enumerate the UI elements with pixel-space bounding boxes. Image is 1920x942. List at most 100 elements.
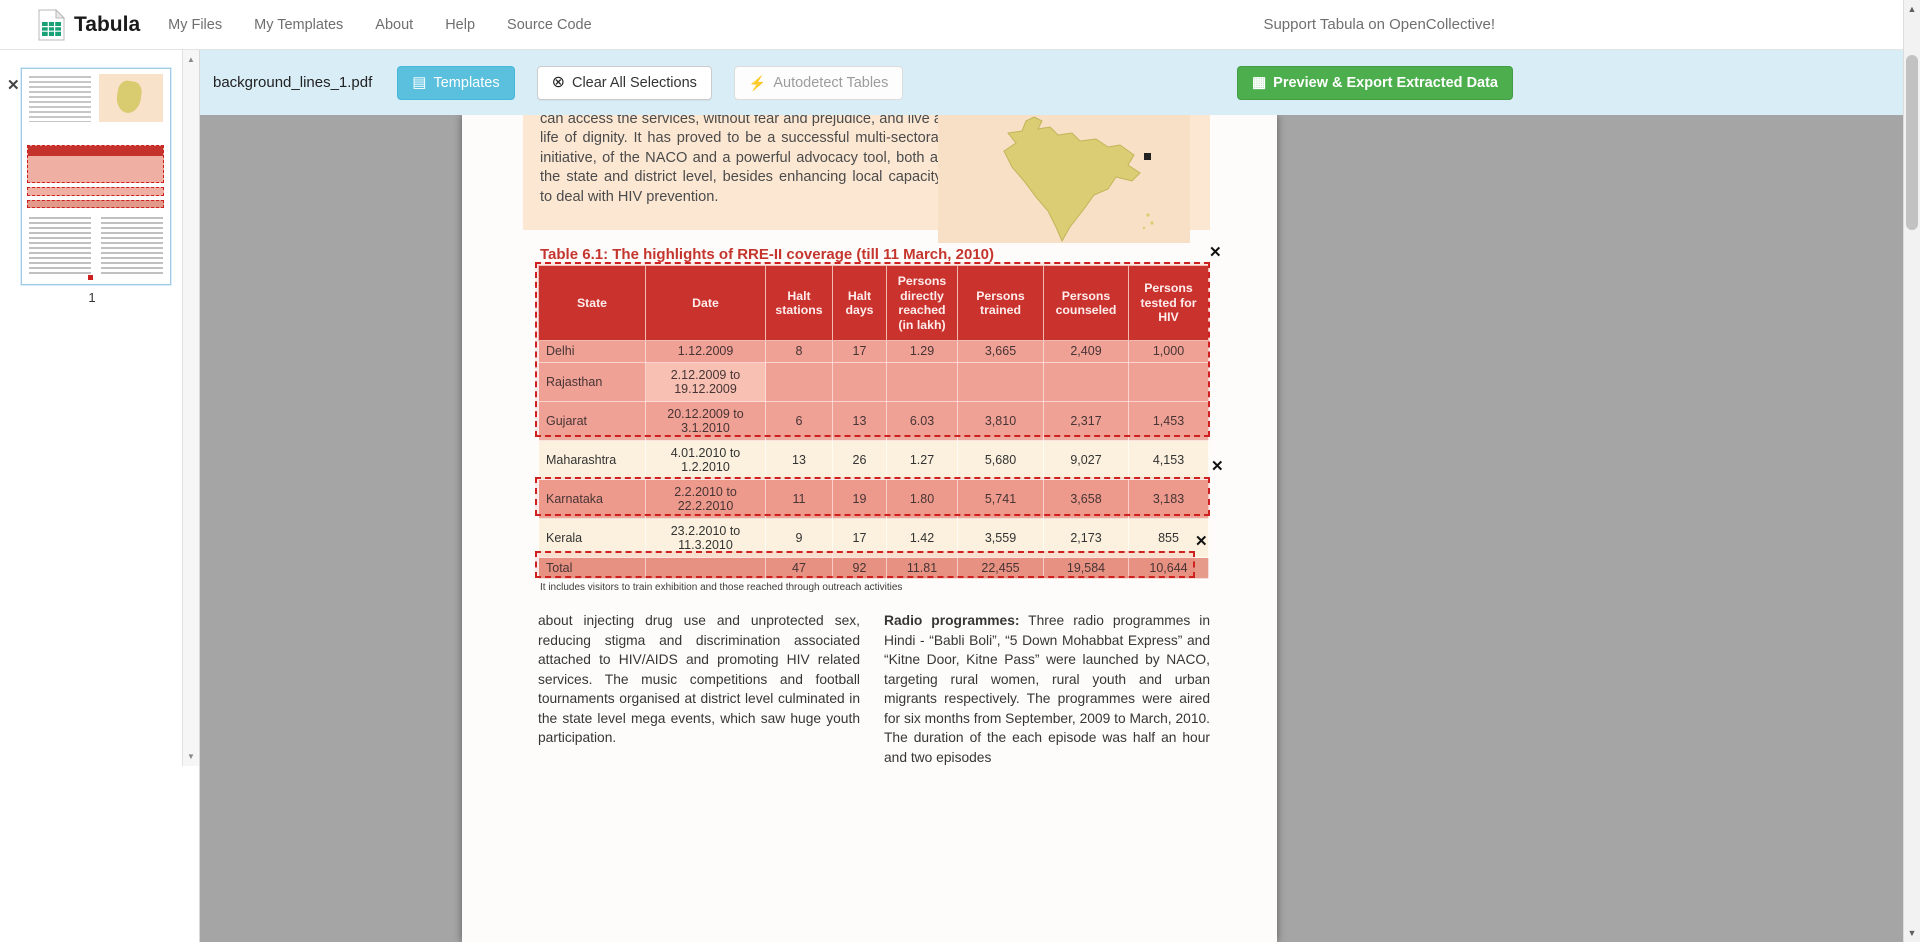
selection-box-1[interactable] <box>535 262 1210 437</box>
pdf-filename: background_lines_1.pdf <box>213 74 373 91</box>
clear-selections-icon: ⊗ <box>551 73 565 91</box>
main-nav: My Files My Templates About Help Source … <box>168 17 624 33</box>
table-cell: 2.2.2010 to 22.2.2010 <box>645 479 766 519</box>
table-row-total: Total 47 92 11.81 22,455 19,584 10,644 <box>538 557 1209 579</box>
remove-selection-1-icon[interactable]: ✕ <box>1209 244 1222 261</box>
table-cell: 6 <box>765 401 833 441</box>
table-cell: 2,317 <box>1043 401 1129 441</box>
table-cell: 47 <box>765 557 833 579</box>
nav-help[interactable]: Help <box>445 16 476 33</box>
scroll-up-icon[interactable]: ▲ <box>1907 4 1917 14</box>
body-text-columns: about injecting drug use and unprotected… <box>538 611 1210 767</box>
table-cell: 19,584 <box>1043 557 1129 579</box>
templates-button-label: Templates <box>433 74 500 91</box>
templates-button[interactable]: ▤ Templates <box>397 65 515 100</box>
table-row: Gujarat 20.12.2009 to 3.1.2010 6 13 6.03… <box>538 401 1209 441</box>
table-row: Delhi 1.12.2009 8 17 1.29 3,665 2,409 1,… <box>538 340 1209 363</box>
table-header-cell: Halt stations <box>765 265 833 341</box>
thumbnail-selection-row <box>27 187 164 196</box>
table-header-cell: Persons counseled <box>1043 265 1129 341</box>
remove-selection-2-icon[interactable]: ✕ <box>1211 458 1224 475</box>
table-cell: 11.81 <box>886 557 958 579</box>
table-cell: 5,680 <box>957 440 1044 480</box>
thumbnail-selection-total <box>27 200 164 208</box>
table-cell: 4,153 <box>1128 440 1209 480</box>
thumbnail-page <box>22 69 170 284</box>
table-cell: 2.12.2009 to 19.12.2009 <box>645 362 766 402</box>
scroll-down-icon[interactable]: ▼ <box>187 752 195 761</box>
page-number-label: 1 <box>88 290 96 305</box>
window-scrollbar[interactable]: ▲ ▼ <box>1903 0 1920 942</box>
tabula-logo-icon <box>38 8 65 40</box>
table-cell <box>1043 362 1129 402</box>
thumbnail-text-column-left <box>29 217 91 275</box>
thumbnail-text-column-right <box>101 217 163 275</box>
nav-about[interactable]: About <box>375 16 414 33</box>
radio-programmes-body: Three radio programmes in Hindi - “Babli… <box>884 613 1210 765</box>
clear-selections-button[interactable]: ⊗ Clear All Selections <box>536 65 712 100</box>
table-cell: 20.12.2009 to 3.1.2010 <box>645 401 766 441</box>
remove-selection-3-icon[interactable]: ✕ <box>1195 533 1208 550</box>
table-footnote: It includes visitors to train exhibition… <box>540 582 903 593</box>
autodetect-tables-button[interactable]: ⚡ Autodetect Tables <box>733 65 904 100</box>
sidebar-scrollbar[interactable]: ▲ ▼ <box>182 50 199 766</box>
table-cell: Delhi <box>538 340 646 363</box>
pdf-page[interactable]: can access the services, without fear an… <box>462 115 1277 942</box>
table-cell: Maharashtra <box>538 440 646 480</box>
nav-my-files[interactable]: My Files <box>168 16 223 33</box>
scrollbar-thumb[interactable] <box>1906 55 1918 230</box>
table-row: Maharashtra 4.01.2010 to 1.2.2010 13 26 … <box>538 440 1209 480</box>
radio-programmes-heading: Radio programmes: <box>884 613 1020 628</box>
export-button-label: Preview & Export Extracted Data <box>1273 74 1498 91</box>
nav-source-code[interactable]: Source Code <box>507 16 592 33</box>
thumbnail-selection-handle <box>88 275 93 280</box>
scroll-up-icon[interactable]: ▲ <box>187 55 195 64</box>
table-cell: 19 <box>832 479 887 519</box>
table-header-row: State Date Halt stations Halt days Perso… <box>538 265 1209 341</box>
table-cell: 1.27 <box>886 440 958 480</box>
table-cell: 1,453 <box>1128 401 1209 441</box>
table-header-cell: Persons tested for HIV <box>1128 265 1209 341</box>
brand[interactable]: Tabula <box>38 8 141 41</box>
table-cell: 3,665 <box>957 340 1044 363</box>
page-thumbnail[interactable] <box>21 68 171 285</box>
table-cell <box>832 362 887 402</box>
table-cell <box>957 362 1044 402</box>
body-text-left: about injecting drug use and unprotected… <box>538 613 860 745</box>
table-cell: 11 <box>765 479 833 519</box>
table-title: Table 6.1: The highlights of RRE-II cove… <box>540 246 994 263</box>
table-header-cell: Persons trained <box>957 265 1044 341</box>
table-cell <box>1128 362 1209 402</box>
scroll-down-icon[interactable]: ▼ <box>1907 928 1917 938</box>
table-cell: 3,183 <box>1128 479 1209 519</box>
table-header-cell: Persons directly reached (in lakh) <box>886 265 958 341</box>
remove-page-icon[interactable]: ✕ <box>7 77 20 94</box>
pdf-viewport: can access the services, without fear an… <box>200 115 1903 942</box>
selection-box-3[interactable] <box>535 551 1195 578</box>
table-cell: 1.12.2009 <box>645 340 766 363</box>
lightning-icon: ⚡ <box>748 74 767 91</box>
templates-icon: ▤ <box>412 74 427 91</box>
table-row: Rajasthan 2.12.2009 to 19.12.2009 <box>538 362 1209 402</box>
table-header-cell: State <box>538 265 646 341</box>
clear-selections-label: Clear All Selections <box>571 74 697 91</box>
india-map-image <box>938 115 1190 243</box>
table-cell: 26 <box>832 440 887 480</box>
support-link[interactable]: Support Tabula on OpenCollective! <box>1263 16 1495 33</box>
export-button[interactable]: ▦ Preview & Export Extracted Data <box>1236 65 1513 100</box>
table-cell <box>645 557 766 579</box>
top-navbar: Tabula My Files My Templates About Help … <box>0 0 1903 50</box>
nav-my-templates[interactable]: My Templates <box>254 16 344 33</box>
table-cell: 1.29 <box>886 340 958 363</box>
intro-paragraph: can access the services, without fear an… <box>540 115 942 205</box>
selection-box-2[interactable] <box>535 477 1210 516</box>
table-header-cell: Halt days <box>832 265 887 341</box>
main-area: ✕ 1 ▲ ▼ back <box>0 50 1903 942</box>
thumbnail-map <box>99 74 163 122</box>
table-cell: 13 <box>765 440 833 480</box>
table-cell: Total <box>538 557 646 579</box>
brand-name: Tabula <box>74 12 141 36</box>
body-text-right: Radio programmes: Three radio programmes… <box>884 611 1210 767</box>
table-header-cell: Date <box>645 265 766 341</box>
table-cell: 22,455 <box>957 557 1044 579</box>
